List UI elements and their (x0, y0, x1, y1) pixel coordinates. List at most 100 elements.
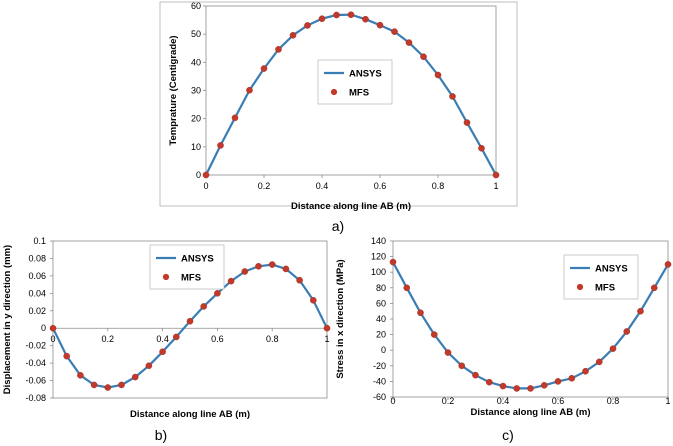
y-tick-label: -0.06 (25, 376, 46, 386)
y-tick-label: 140 (371, 236, 386, 246)
y-tick-label: 40 (376, 314, 386, 324)
y-axis-title: Temprature (Centigrade) (168, 35, 179, 145)
data-point-mfs (282, 265, 290, 273)
legend-label: MFS (595, 283, 615, 294)
data-point-mfs (664, 261, 672, 268)
x-tick-label: 0.2 (258, 181, 271, 191)
data-point-mfs (458, 362, 466, 370)
x-tick-label: 0.4 (497, 396, 510, 406)
y-tick-label: 60 (191, 1, 201, 11)
y-tick-label: 120 (371, 252, 386, 262)
data-point-mfs (63, 352, 70, 360)
x-tick-label: 0 (390, 396, 395, 406)
y-tick-label: 0 (41, 323, 46, 333)
data-point-mfs (405, 39, 413, 46)
data-point-mfs (323, 324, 331, 332)
x-axis-title: Distance along line AB (m) (471, 407, 591, 418)
x-axis-title: Distance along line AB (m) (291, 201, 411, 212)
data-point-mfs (623, 328, 631, 335)
x-tick-label: 1 (665, 396, 670, 406)
y-tick-label: -60 (373, 392, 386, 402)
x-tick-label: 0.6 (552, 396, 565, 406)
y-tick-label: 0.04 (28, 288, 46, 298)
plot-area (52, 240, 328, 399)
data-point-mfs (217, 142, 224, 149)
chart-frame (159, 1, 518, 207)
data-point-mfs (268, 261, 276, 268)
data-point-mfs (333, 11, 340, 19)
panel-label: b) (155, 427, 167, 443)
x-tick-label: 0.8 (607, 396, 620, 406)
x-tick-label: 0.4 (316, 181, 329, 191)
legend-box (563, 254, 639, 300)
data-point-mfs (568, 374, 576, 382)
data-point-mfs (492, 171, 500, 179)
chart-panel-2: -0.08 -0.06 -0.04 -0.02 0 0.02 0.04 0.06 0.08 0.1… (2, 236, 331, 443)
y-tick-label: 20 (191, 114, 201, 124)
legend-swatch-marker (162, 273, 170, 281)
x-tick-label: 0.2 (102, 334, 115, 344)
legend-box (317, 59, 393, 105)
data-point-mfs (304, 22, 311, 29)
data-point-mfs (637, 307, 644, 315)
x-tick-label: 0 (50, 334, 55, 344)
y-tick-label: 20 (376, 330, 386, 340)
data-point-mfs (118, 381, 125, 389)
data-point-mfs (434, 71, 442, 79)
data-point-mfs (527, 385, 534, 392)
data-point-mfs (260, 65, 268, 72)
panel-label: a) (332, 218, 344, 234)
x-tick-label: 0 (203, 181, 208, 191)
y-tick-label: 60 (376, 298, 386, 308)
y-tick-label: 0.02 (28, 306, 46, 316)
data-point-mfs (403, 284, 411, 292)
data-point-mfs (513, 385, 521, 392)
legend-box (149, 244, 225, 290)
data-point-mfs (417, 309, 424, 317)
data-point-mfs (347, 11, 355, 19)
panel-label: c) (502, 427, 514, 443)
data-point-mfs (472, 371, 479, 379)
data-point-mfs (650, 284, 658, 292)
data-point-mfs (275, 46, 282, 53)
data-point-mfs (362, 15, 369, 23)
y-tick-label: -20 (373, 361, 386, 371)
y-tick-label: -0.08 (25, 393, 46, 403)
chart-panel-1: 0 10 20 30 40 50 60 0 0.2 0.4 0.6 0.8 1 Distance alon… (159, 1, 518, 234)
legend-label: MFS (181, 273, 201, 284)
data-point-mfs (389, 258, 397, 266)
y-tick-label: 50 (191, 29, 201, 39)
y-tick-label: 100 (371, 267, 386, 277)
data-point-mfs (296, 276, 303, 284)
data-point-mfs (227, 277, 235, 285)
data-point-mfs (255, 262, 262, 270)
data-point-mfs (485, 378, 493, 386)
y-tick-label: 10 (191, 142, 201, 152)
chart-panel-3: -60 -40 -20 0 20 40 60 80 100 120 140 0 0.2 0.4 0.6 0.8… (335, 236, 672, 443)
data-point-mfs (104, 384, 112, 391)
legend-label: ANSYS (349, 69, 382, 80)
y-tick-label: 0 (381, 345, 386, 355)
y-tick-label: 40 (191, 57, 201, 67)
data-point-mfs (49, 324, 57, 332)
data-point-mfs (131, 373, 139, 381)
data-point-mfs (309, 297, 317, 304)
y-tick-label: -40 (373, 376, 386, 386)
data-point-mfs (172, 333, 180, 341)
data-point-mfs (90, 381, 98, 389)
data-point-mfs (595, 358, 603, 366)
data-point-mfs (241, 268, 249, 275)
legend-label: ANSYS (181, 254, 214, 265)
data-point-mfs (391, 28, 398, 35)
data-point-mfs (145, 362, 153, 370)
data-point-mfs (246, 86, 253, 94)
y-tick-label: 0.08 (28, 253, 46, 263)
y-axis-title: Stress in x direction (MPa) (335, 259, 346, 378)
data-point-mfs (202, 171, 210, 179)
data-point-mfs (499, 382, 507, 390)
data-point-mfs (289, 31, 297, 39)
data-point-mfs (318, 15, 326, 22)
data-point-mfs (582, 367, 589, 375)
data-point-mfs (463, 119, 471, 126)
